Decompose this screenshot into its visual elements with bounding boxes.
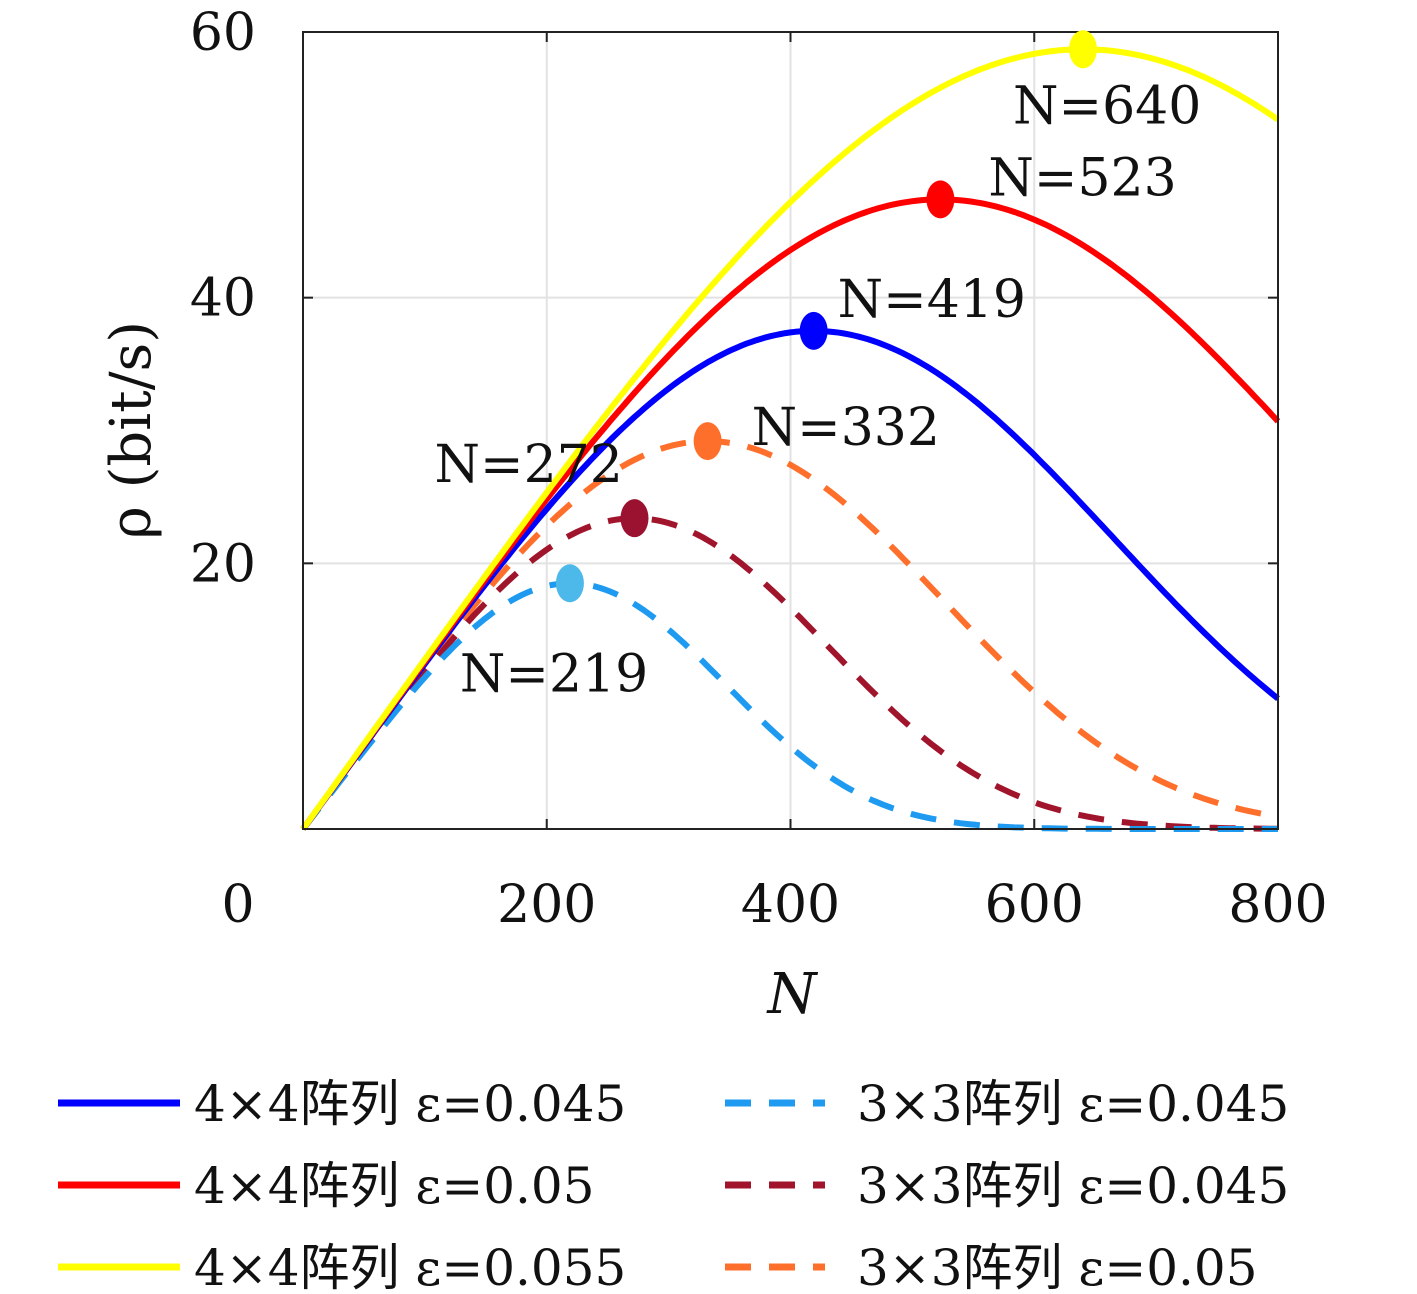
x-tick-label: 400 xyxy=(741,875,840,935)
legend-label: 3×3阵列 ε=0.05 xyxy=(857,1239,1258,1294)
y-tick-label: 20 xyxy=(190,534,256,594)
grid xyxy=(303,32,1278,829)
legend-label: 4×4阵列 ε=0.055 xyxy=(194,1239,626,1294)
x-tick-label: 600 xyxy=(985,875,1084,935)
x-tick-label: 800 xyxy=(1228,875,1327,935)
peak-annotations: N=419 N=523 N=640 N=219 N=272 N=332 xyxy=(435,76,1202,704)
x-tick-label: 200 xyxy=(497,875,596,935)
legend-label: 3×3阵列 ε=0.045 xyxy=(857,1157,1289,1215)
y-axis-label: ρ (bit/s) xyxy=(99,321,164,539)
peak-marker xyxy=(693,422,722,461)
x-axis-label: N xyxy=(766,962,819,1027)
peak-annotation: N=272 xyxy=(435,435,623,495)
legend-label: 4×4阵列 ε=0.045 xyxy=(194,1075,626,1133)
peak-marker xyxy=(1069,30,1097,69)
peak-annotation: N=332 xyxy=(752,398,940,458)
series-lines xyxy=(300,46,1281,832)
axis-ticks: 0 200 400 600 800 20 40 60 xyxy=(190,3,1328,935)
legend-label: 3×3阵列 ε=0.045 xyxy=(857,1075,1289,1133)
peak-annotation: N=419 xyxy=(838,270,1026,330)
peak-marker xyxy=(926,180,955,219)
legend-label: 4×4阵列 ε=0.05 xyxy=(194,1157,595,1215)
x-tick-label: 0 xyxy=(221,875,254,935)
legend: 4×4阵列 ε=0.045 4×4阵列 ε=0.05 4×4阵列 ε=0.055 3×… xyxy=(58,1075,1289,1294)
y-tick-label: 60 xyxy=(190,3,256,63)
peak-marker xyxy=(555,564,584,603)
peak-marker xyxy=(620,499,649,538)
peak-markers xyxy=(555,30,1097,603)
series-line xyxy=(300,46,1280,831)
peak-annotation: N=219 xyxy=(460,644,648,704)
series-line xyxy=(300,438,1279,831)
peak-annotation: N=523 xyxy=(988,148,1176,208)
y-tick-label: 40 xyxy=(190,269,256,329)
peak-marker xyxy=(799,311,828,350)
peak-annotation: N=640 xyxy=(1013,76,1201,136)
